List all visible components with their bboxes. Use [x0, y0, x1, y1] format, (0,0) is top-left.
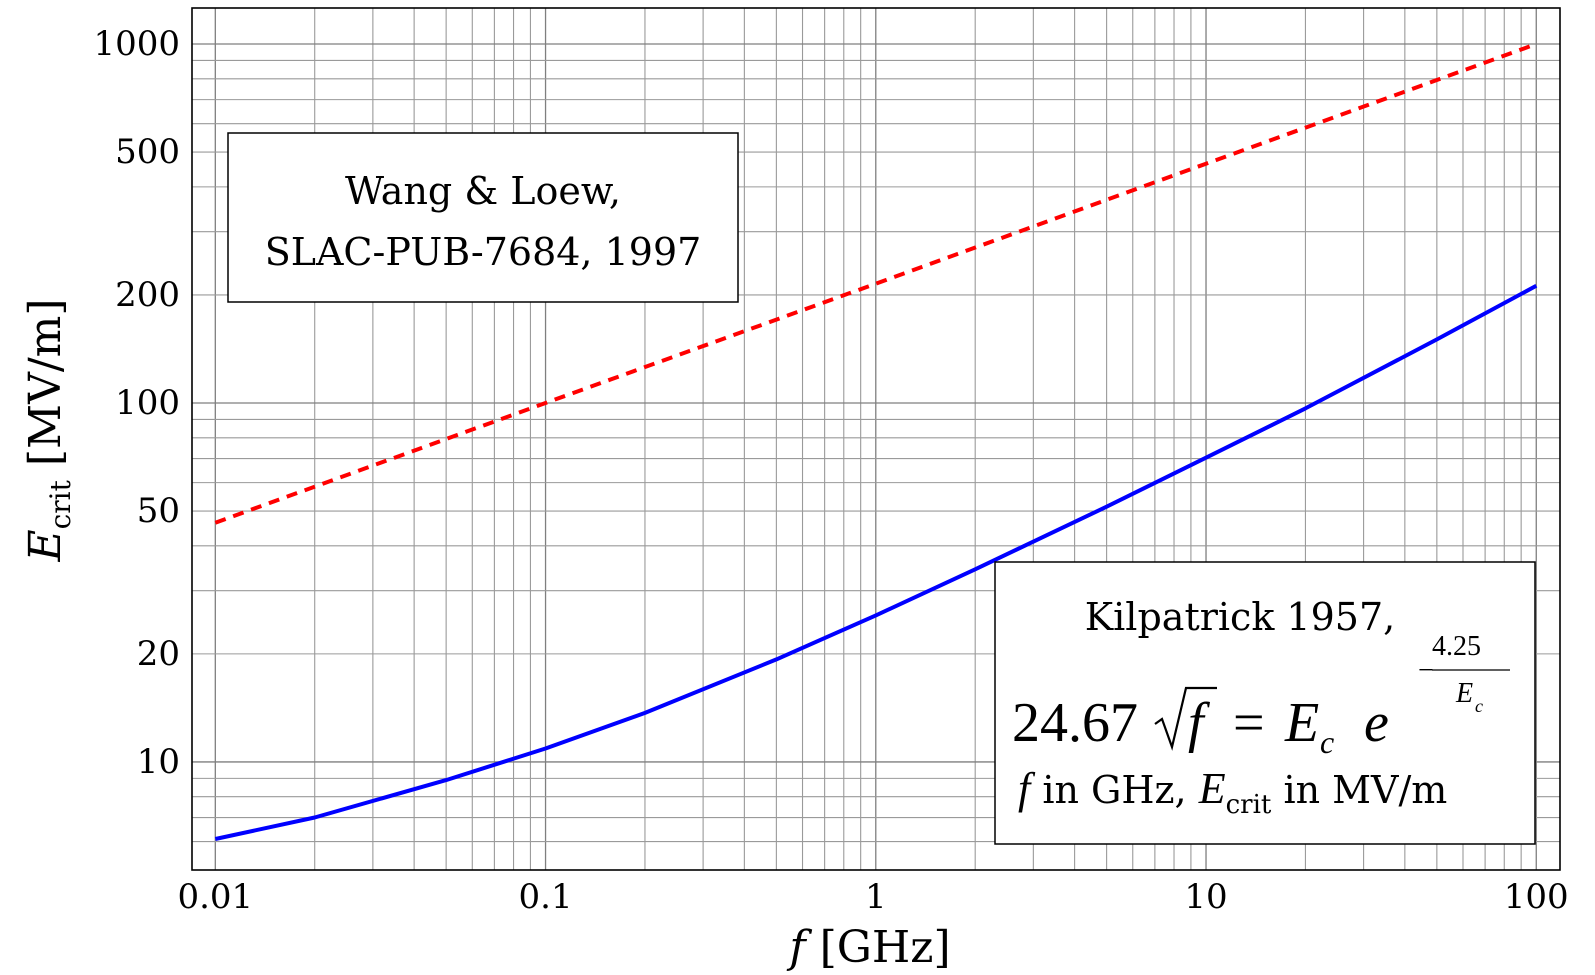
y-tick-label: 50 — [137, 491, 180, 531]
x-tick-label: 10 — [1184, 877, 1227, 917]
wang-annotation-line1: Wang & Loew, — [345, 169, 621, 213]
x-tick-label: 100 — [1504, 877, 1569, 917]
x-axis-ticks: 0.01 0.1 1 10 100 — [177, 877, 1568, 917]
x-tick-label: 0.01 — [177, 877, 253, 917]
units-in-ghz: in GHz, — [1030, 768, 1198, 812]
y-tick-label: 100 — [115, 383, 180, 423]
x-tick-label: 1 — [865, 877, 887, 917]
kilpatrick-annotation-box — [994, 561, 1536, 845]
y-axis-ticks: 10 20 50 100 200 500 1000 — [93, 24, 180, 782]
y-tick-label: 200 — [115, 275, 180, 315]
kilpatrick-annotation: Kilpatrick 1957, 24.67 f = E c e − 4.25 … — [994, 561, 1536, 845]
y-tick-label: 20 — [137, 634, 180, 674]
y-tick-label: 1000 — [93, 24, 180, 64]
series-layer — [214, 42, 1538, 841]
kilpatrick-formula: 24.67 f = E c e − 4.25 E c — [1012, 631, 1510, 760]
y-axis-title-unit: [MV/m] — [20, 298, 71, 480]
wang-annotation: Wang & Loew, SLAC-PUB-7684, 1997 — [227, 132, 739, 303]
formula-exponent-minus: − — [1418, 655, 1434, 686]
formula-coefficient: 24.67 — [1012, 692, 1138, 754]
plot-frame — [191, 7, 1561, 871]
x-axis-title-unit: [GHz] — [806, 922, 951, 973]
wang-annotation-line2: SLAC-PUB-7684, 1997 — [265, 230, 702, 274]
y-tick-label: 500 — [115, 132, 180, 172]
formula-exponent-numerator: 4.25 — [1432, 631, 1481, 662]
formula-E-subscript: c — [1320, 724, 1334, 760]
formula-E: E — [1284, 692, 1319, 754]
formula-exponent-denominator: E — [1455, 678, 1473, 709]
sqrt-sign-icon — [1154, 686, 1217, 751]
series-kilpatrick-line — [214, 284, 1538, 841]
y-tick-label: 10 — [137, 742, 180, 782]
x-axis-title: f [GHz] — [786, 922, 950, 973]
wang-annotation-box — [227, 132, 739, 303]
formula-equals: = — [1233, 692, 1265, 754]
y-axis-title: Ecrit [MV/m] — [20, 298, 77, 562]
formula-exponent-denominator-subscript: c — [1475, 696, 1483, 716]
x-tick-label: 0.1 — [519, 877, 573, 917]
kilpatrick-title: Kilpatrick 1957, — [1085, 595, 1395, 639]
y-axis-title-var: E — [20, 529, 71, 562]
formula-exp-base: e — [1364, 692, 1389, 754]
series-wang-loew-line — [214, 42, 1537, 525]
y-axis-title-sub: crit — [44, 479, 77, 529]
units-crit: crit — [1226, 790, 1272, 820]
units-in-mvm: in MV/m — [1271, 768, 1447, 812]
kilpatrick-units: f in GHz, Ecrit in MV/m — [1018, 764, 1447, 820]
units-E: E — [1198, 764, 1226, 813]
